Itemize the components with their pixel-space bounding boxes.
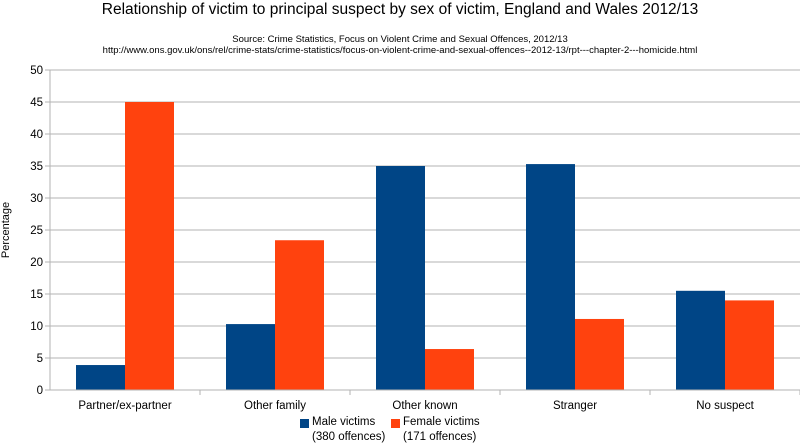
chart-title: Relationship of victim to principal susp…: [101, 1, 699, 18]
y-tick-label: 5: [37, 353, 43, 365]
legend-sublabel-female: (171 offences): [403, 431, 477, 443]
y-tick-label: 35: [30, 161, 43, 173]
bar-female: [425, 349, 474, 390]
chart-source: Source: Crime Statistics, Focus on Viole…: [232, 34, 568, 45]
bar-male: [76, 365, 125, 390]
y-axis-label: Percentage: [0, 202, 12, 258]
x-tick-label: No suspect: [696, 400, 754, 412]
legend-sublabel-male: (380 offences): [312, 431, 386, 443]
bar-female: [125, 102, 174, 390]
bar-female: [575, 318, 624, 390]
bar-female: [275, 240, 324, 390]
bar-female: [725, 300, 774, 390]
source-url: http://www.ons.gov.uk/ons/rel/crime-stat…: [102, 45, 698, 56]
bar-male: [526, 164, 575, 390]
bar-male: [676, 290, 725, 390]
y-tick-label: 10: [30, 321, 43, 333]
y-tick-label: 45: [30, 97, 43, 109]
y-tick-label: 25: [30, 225, 43, 237]
legend-swatch-male: [300, 419, 309, 428]
x-tick-label: Partner/ex-partner: [78, 400, 171, 412]
y-tick-label: 30: [30, 193, 43, 205]
legend-label-male: Male victims: [312, 416, 376, 428]
y-tick-label: 50: [30, 65, 43, 77]
x-tick-label: Other family: [244, 400, 306, 412]
y-tick-label: 15: [30, 289, 43, 301]
x-tick-label: Other known: [392, 400, 457, 412]
y-tick-label: 40: [30, 129, 43, 141]
legend-label-female: Female victims: [403, 416, 480, 428]
y-tick-label: 0: [37, 385, 43, 397]
y-tick-label: 20: [30, 257, 43, 269]
bar-male: [376, 166, 425, 390]
legend-swatch-female: [391, 419, 400, 428]
bar-male: [226, 324, 275, 390]
x-tick-label: Stranger: [553, 400, 597, 412]
